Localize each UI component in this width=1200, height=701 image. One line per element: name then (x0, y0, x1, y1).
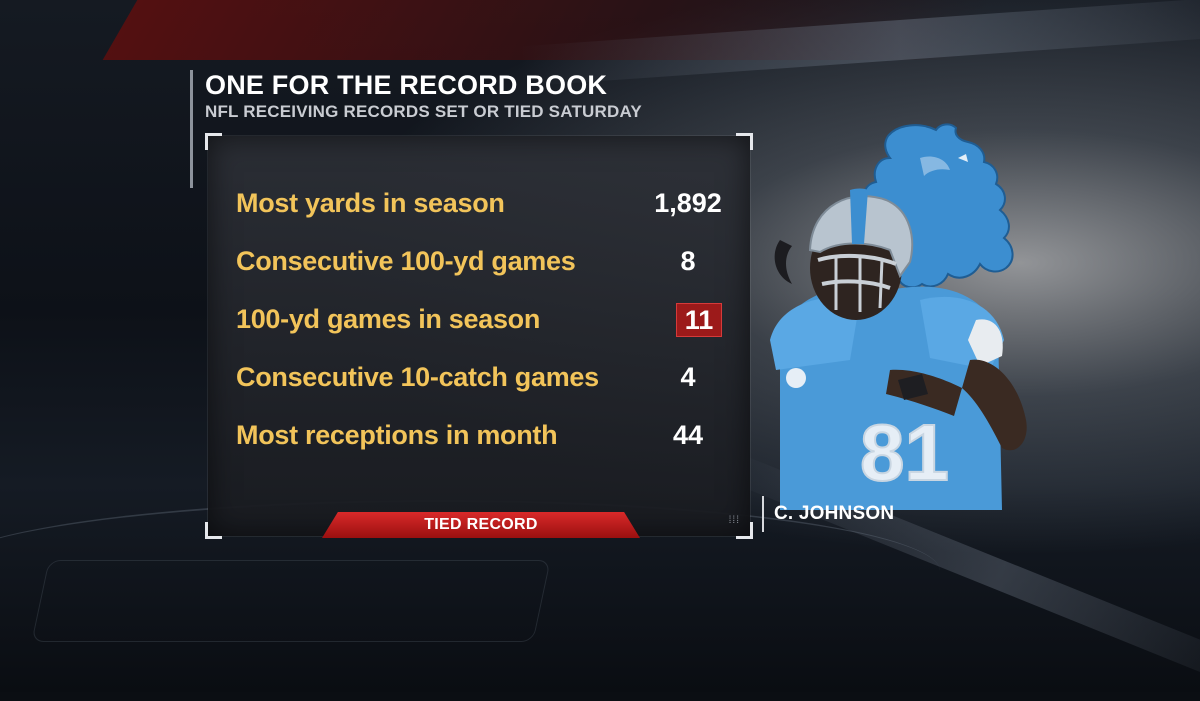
player-name-tag: C. JOHNSON (762, 496, 894, 532)
panel-corner (736, 133, 753, 150)
tied-record-legend: TIED RECORD (322, 512, 640, 538)
record-value: 1,892 (654, 188, 722, 218)
record-row: Most receptions in month 44 (236, 412, 716, 456)
tied-record-value-badge: 11 (676, 303, 722, 337)
record-label: Consecutive 10-catch games (236, 362, 599, 392)
jersey-number: 81 (860, 408, 949, 497)
panel-corner (736, 522, 753, 539)
panel-corner (205, 522, 222, 539)
record-value: 44 (672, 420, 704, 450)
record-row: Most yards in season 1,892 (236, 180, 722, 224)
record-label: Most yards in season (236, 188, 505, 218)
record-value: 4 (680, 362, 696, 392)
player-name: C. JOHNSON (774, 503, 895, 524)
record-row: 100-yd games in season 11 (236, 296, 722, 340)
records-panel: Most yards in season 1,892 Consecutive 1… (205, 133, 753, 539)
tied-record-label: TIED RECORD (424, 516, 538, 533)
player-photo: 81 (770, 188, 1027, 510)
graphic-title: ONE FOR THE RECORD BOOK (205, 70, 608, 100)
panel-corner (205, 133, 222, 150)
panel-grip-icon: ⁞⁞⁞ (728, 515, 740, 526)
graphic-subtitle: NFL RECEIVING RECORDS SET OR TIED SATURD… (205, 102, 642, 121)
header-bracket (190, 70, 199, 188)
record-row: Consecutive 10-catch games 4 (236, 354, 716, 398)
record-label: Consecutive 100-yd games (236, 246, 576, 276)
record-row: Consecutive 100-yd games 8 (236, 238, 716, 282)
record-label: 100-yd games in season (236, 304, 541, 334)
record-label: Most receptions in month (236, 420, 558, 450)
graphic-header: ONE FOR THE RECORD BOOK NFL RECEIVING RE… (205, 70, 642, 122)
record-value: 8 (680, 246, 696, 276)
